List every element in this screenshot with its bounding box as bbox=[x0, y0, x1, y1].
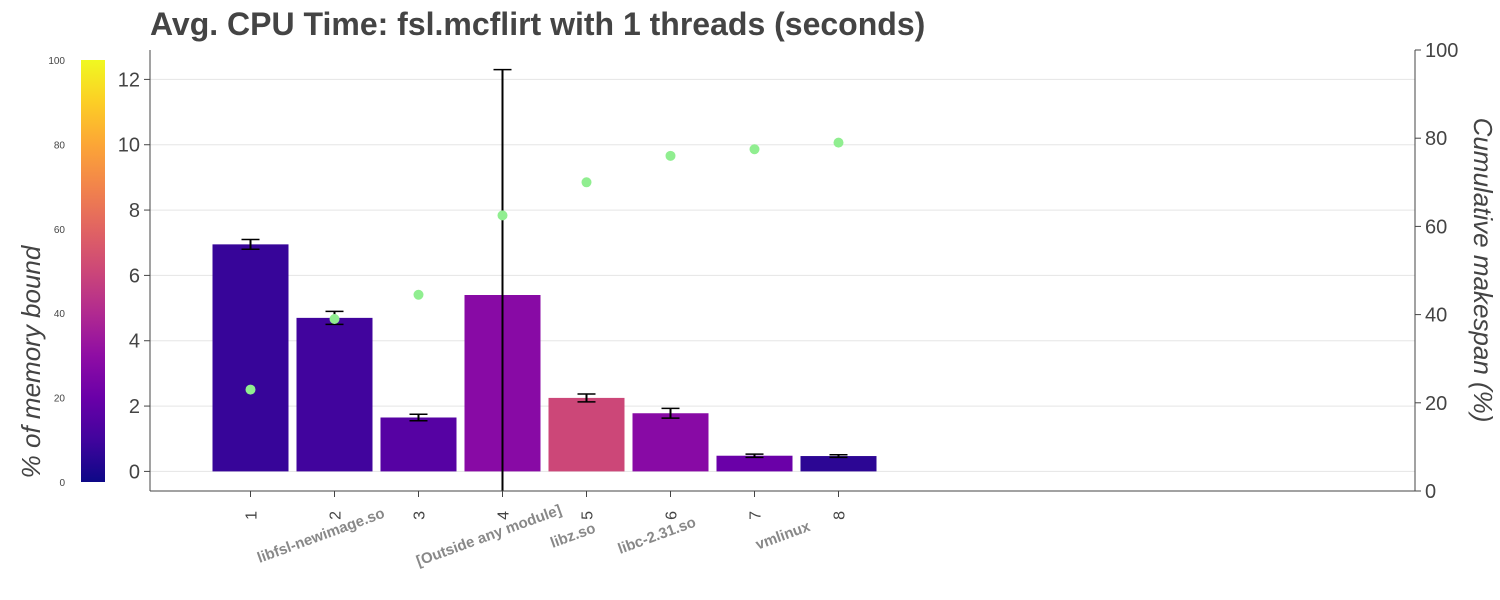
module-group-label: [Outside any module] bbox=[414, 502, 564, 570]
x-tick-label: 2 bbox=[328, 511, 345, 520]
right-axis-title: Cumulative makespan (%) bbox=[1468, 118, 1498, 423]
bar bbox=[800, 456, 877, 472]
bar bbox=[380, 417, 457, 472]
right-tick-label: 80 bbox=[1425, 128, 1447, 150]
module-group-label: libz.so bbox=[548, 520, 598, 552]
makespan-point bbox=[581, 177, 592, 188]
module-group-label: libfsl-newimage.so bbox=[255, 505, 387, 567]
right-tick-label: 100 bbox=[1425, 40, 1458, 62]
bar bbox=[716, 455, 793, 472]
bar bbox=[296, 317, 373, 472]
right-tick-label: 0 bbox=[1425, 481, 1436, 503]
module-group-label: vmlinux bbox=[753, 518, 813, 554]
colorbar-gradient bbox=[81, 60, 105, 482]
colorbar-tick-label: 0 bbox=[59, 478, 65, 489]
module-group-label: libc-2.31.so bbox=[616, 514, 699, 558]
right-tick-label: 20 bbox=[1425, 393, 1447, 415]
x-tick-label: 3 bbox=[412, 511, 429, 520]
makespan-point bbox=[329, 314, 340, 325]
colorbar-tick-label: 20 bbox=[54, 394, 66, 405]
makespan-point bbox=[497, 210, 508, 221]
bar bbox=[548, 397, 625, 472]
bar bbox=[212, 244, 289, 472]
left-axis-title: % of memory bound bbox=[16, 244, 46, 478]
x-tick-label: 4 bbox=[496, 511, 513, 520]
makespan-point bbox=[245, 384, 256, 395]
colorbar-tick-label: 40 bbox=[54, 309, 66, 320]
left-tick-label: 10 bbox=[118, 135, 140, 157]
makespan-point bbox=[833, 137, 844, 148]
left-tick-label: 12 bbox=[118, 69, 140, 91]
left-tick-label: 8 bbox=[129, 200, 140, 222]
makespan-point bbox=[665, 150, 676, 161]
makespan-point bbox=[413, 289, 424, 300]
bar bbox=[632, 413, 709, 472]
error-bars bbox=[241, 68, 848, 491]
x-tick-label: 1 bbox=[244, 511, 261, 520]
bar-series bbox=[212, 244, 877, 472]
right-tick-label: 60 bbox=[1425, 216, 1447, 238]
x-tick-label: 7 bbox=[748, 511, 765, 520]
left-tick-label: 6 bbox=[129, 265, 140, 287]
left-tick-label: 2 bbox=[129, 396, 140, 418]
x-tick-label: 8 bbox=[832, 511, 849, 520]
left-tick-label: 0 bbox=[129, 461, 140, 483]
x-tick-label: 6 bbox=[664, 511, 681, 520]
right-tick-label: 40 bbox=[1425, 305, 1447, 327]
colorbar-tick-label: 60 bbox=[54, 225, 66, 236]
left-tick-label: 4 bbox=[129, 331, 140, 353]
colorbar-tick-label: 80 bbox=[54, 140, 66, 151]
x-tick-label: 5 bbox=[580, 511, 597, 520]
colorbar-tick-label: 100 bbox=[48, 56, 65, 67]
makespan-series bbox=[245, 137, 844, 395]
colorbar: 0 20 40 60 80 100 bbox=[48, 56, 105, 489]
makespan-point bbox=[749, 144, 760, 155]
chart-title: Avg. CPU Time: fsl.mcflirt with 1 thread… bbox=[150, 6, 926, 42]
